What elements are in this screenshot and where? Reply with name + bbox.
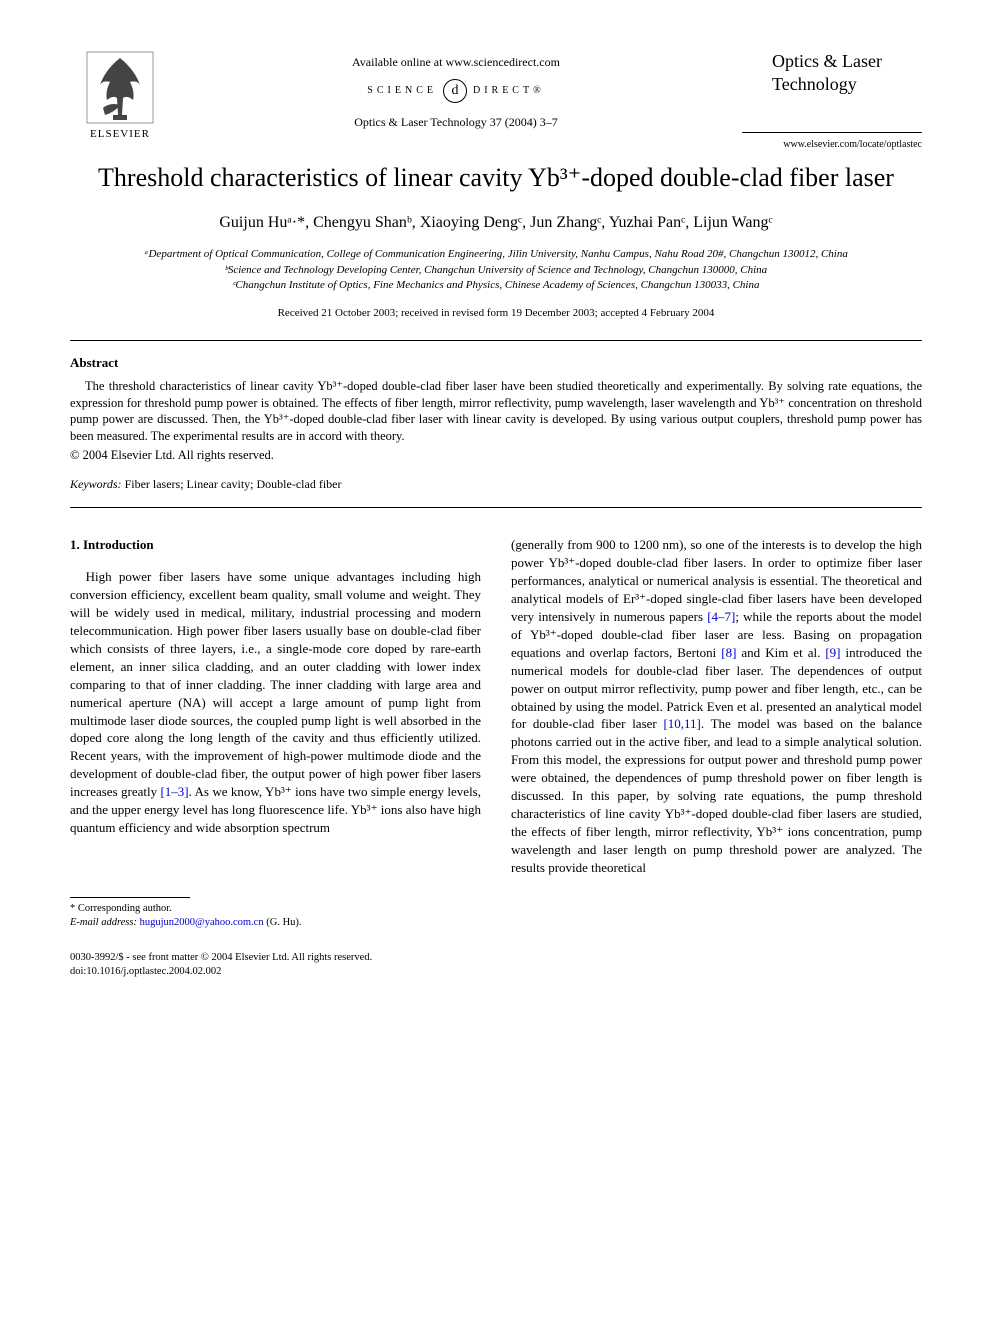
- sciencedirect-logo: SCIENCE d DIRECT®: [170, 79, 742, 103]
- journal-url[interactable]: www.elsevier.com/locate/optlastec: [742, 138, 922, 151]
- keywords-text: Fiber lasers; Linear cavity; Double-clad…: [122, 477, 342, 491]
- sd-circle-icon: d: [443, 79, 467, 103]
- article-title: Threshold characteristics of linear cavi…: [70, 161, 922, 195]
- keywords-line: Keywords: Fiber lasers; Linear cavity; D…: [70, 477, 922, 493]
- intro-paragraph-left: High power fiber lasers have some unique…: [70, 568, 481, 837]
- doi-line: doi:10.1016/j.optlastec.2004.02.002: [70, 965, 922, 979]
- page-header: ELSEVIER Available online at www.science…: [70, 50, 922, 151]
- email-footnote: E-mail address: hugujun2000@yahoo.com.cn…: [70, 916, 481, 930]
- affiliation-c: ᶜChangchun Institute of Optics, Fine Mec…: [70, 278, 922, 293]
- email-suffix: (G. Hu).: [264, 917, 302, 928]
- header-center: Available online at www.sciencedirect.co…: [170, 50, 742, 130]
- citation-8[interactable]: [8]: [721, 645, 736, 660]
- author-email-link[interactable]: hugujun2000@yahoo.com.cn: [140, 917, 264, 928]
- body-columns: 1. Introduction High power fiber lasers …: [70, 536, 922, 929]
- authors-line: Guijun Huᵃ·*, Chengyu Shanᵇ, Xiaoying De…: [70, 213, 922, 234]
- column-right: (generally from 900 to 1200 nm), so one …: [511, 536, 922, 929]
- citation-1-3[interactable]: [1–3]: [160, 784, 188, 799]
- received-dates: Received 21 October 2003; received in re…: [70, 306, 922, 320]
- citation-9[interactable]: [9]: [825, 645, 840, 660]
- column-left: 1. Introduction High power fiber lasers …: [70, 536, 481, 929]
- citation-4-7[interactable]: [4–7]: [707, 609, 735, 624]
- abstract-copyright: © 2004 Elsevier Ltd. All rights reserved…: [70, 447, 922, 463]
- divider-after-keywords: [70, 507, 922, 508]
- keywords-label: Keywords:: [70, 477, 122, 491]
- affiliation-b: ᵇScience and Technology Developing Cente…: [70, 263, 922, 278]
- abstract-body: The threshold characteristics of linear …: [70, 378, 922, 446]
- sd-text-right: DIRECT®: [473, 84, 545, 97]
- divider-before-abstract: [70, 340, 922, 341]
- front-matter-line: 0030-3992/$ - see front matter © 2004 El…: [70, 951, 922, 965]
- header-divider: [742, 132, 922, 133]
- citation-10-11[interactable]: [10,11]: [663, 716, 700, 731]
- publisher-logo-block: ELSEVIER: [70, 50, 170, 141]
- elsevier-tree-icon: [85, 50, 155, 125]
- affiliations-block: ᵃDepartment of Optical Communication, Co…: [70, 247, 922, 293]
- journal-name: Optics & Laser Technology: [742, 50, 922, 97]
- sd-text-left: SCIENCE: [367, 84, 437, 97]
- affiliation-a: ᵃDepartment of Optical Communication, Co…: [70, 247, 922, 262]
- corresponding-author-note: * Corresponding author.: [70, 902, 481, 916]
- section-1-heading: 1. Introduction: [70, 536, 481, 554]
- header-right: Optics & Laser Technology www.elsevier.c…: [742, 50, 922, 151]
- footnote-separator: [70, 897, 190, 898]
- abstract-heading: Abstract: [70, 355, 922, 372]
- journal-reference: Optics & Laser Technology 37 (2004) 3–7: [170, 115, 742, 131]
- intro-paragraph-right: (generally from 900 to 1200 nm), so one …: [511, 536, 922, 877]
- email-label: E-mail address:: [70, 917, 140, 928]
- publisher-name: ELSEVIER: [90, 127, 150, 141]
- available-online-text: Available online at www.sciencedirect.co…: [170, 55, 742, 71]
